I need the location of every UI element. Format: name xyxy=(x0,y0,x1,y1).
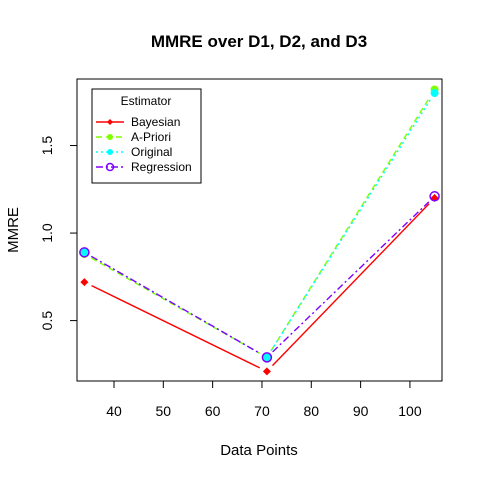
y-axis: 0.5 1.0 1.5 xyxy=(39,136,78,331)
data-point xyxy=(107,149,113,155)
data-point xyxy=(430,89,439,98)
legend-title: Estimator xyxy=(121,94,172,108)
legend-item-bayesian: Bayesian xyxy=(96,115,180,129)
series-original xyxy=(80,89,439,362)
x-tick-label: 40 xyxy=(106,403,122,419)
data-point xyxy=(262,353,271,362)
x-tick-label: 100 xyxy=(398,403,422,419)
x-tick-label: 70 xyxy=(254,403,270,419)
series-segment xyxy=(272,201,430,353)
legend: Estimator BayesianA-PrioriOriginalRegres… xyxy=(91,88,202,184)
series-bayesian xyxy=(80,194,439,376)
x-tick-label: 60 xyxy=(205,403,221,419)
legend-item-a-priori: A-Priori xyxy=(96,130,171,144)
data-point xyxy=(107,134,113,140)
x-tick-label: 80 xyxy=(304,403,320,419)
y-axis-title: MMRE xyxy=(5,207,22,253)
data-point xyxy=(107,119,113,125)
data-point xyxy=(261,352,273,363)
y-tick-label: 1.5 xyxy=(39,136,55,156)
legend-label: Original xyxy=(131,145,172,159)
y-tick-label: 0.5 xyxy=(39,311,55,331)
data-point xyxy=(80,278,89,287)
x-tick-label: 90 xyxy=(353,403,369,419)
legend-item-regression: Regression xyxy=(96,160,192,174)
legend-label: Regression xyxy=(131,160,192,174)
legend-label: A-Priori xyxy=(131,130,171,144)
data-point xyxy=(429,191,440,202)
x-tick-label: 50 xyxy=(156,403,172,419)
series-segment xyxy=(91,257,261,355)
series-regression xyxy=(79,191,440,363)
series-segment xyxy=(90,255,261,354)
series-segment xyxy=(271,203,430,367)
data-point xyxy=(105,162,115,172)
y-tick-label: 1.0 xyxy=(39,223,55,243)
data-point xyxy=(79,247,90,258)
x-axis-title: Data Points xyxy=(220,442,298,459)
legend-label: Bayesian xyxy=(131,115,180,129)
chart-title: MMRE over D1, D2, and D3 xyxy=(151,32,367,51)
legend-item-original: Original xyxy=(96,145,172,159)
x-axis: 40 50 60 70 80 90 100 xyxy=(106,380,422,419)
series-layer xyxy=(79,85,440,376)
series-segment xyxy=(91,284,261,369)
data-point xyxy=(80,248,89,257)
data-point xyxy=(262,367,271,376)
